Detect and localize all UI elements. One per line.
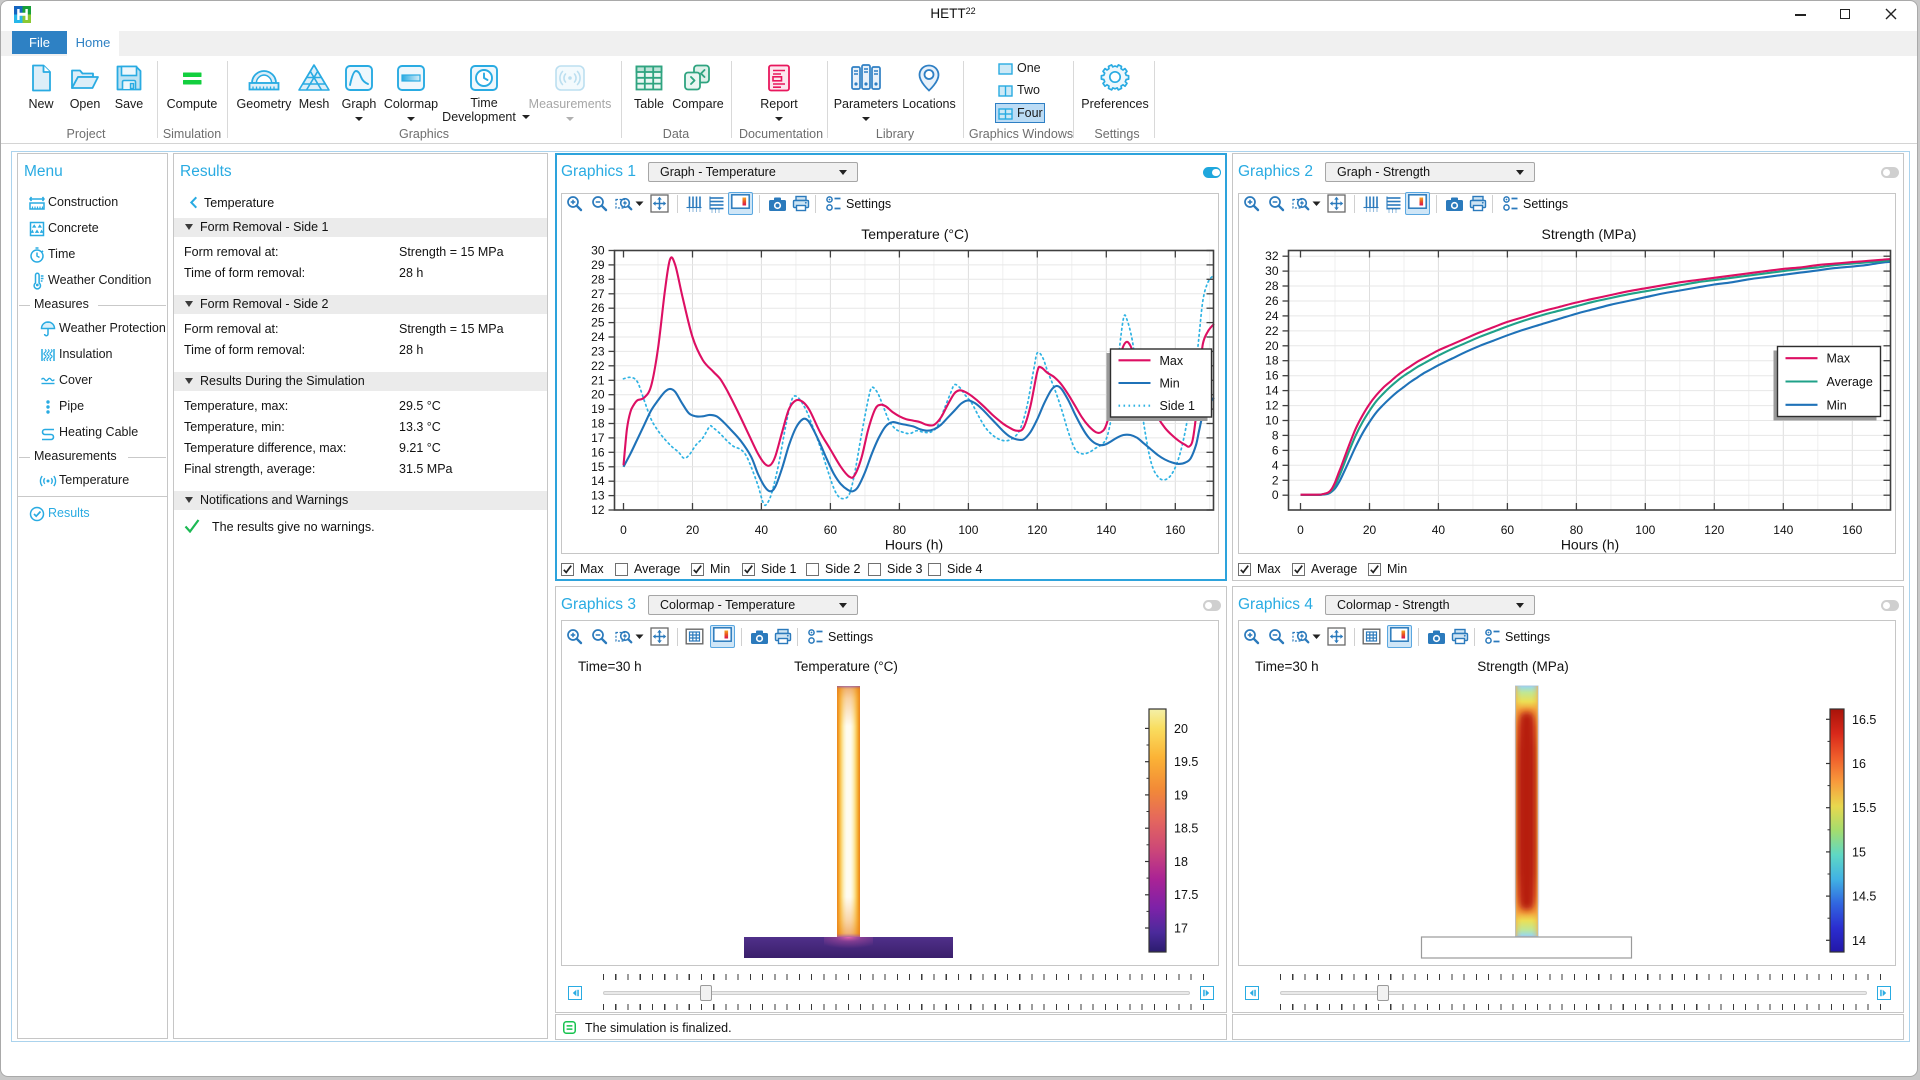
svg-text:60: 60 [1501, 523, 1515, 537]
svg-text:20: 20 [591, 388, 605, 402]
svg-text:18: 18 [591, 417, 605, 431]
svg-text:2: 2 [1272, 473, 1279, 487]
svg-text:4: 4 [1272, 458, 1279, 472]
svg-text:26: 26 [591, 301, 605, 315]
svg-text:100: 100 [958, 523, 978, 537]
svg-text:140: 140 [1773, 523, 1793, 537]
svg-text:Min: Min [1160, 377, 1180, 391]
svg-text:29: 29 [591, 258, 605, 272]
svg-text:14: 14 [1852, 934, 1866, 948]
svg-text:40: 40 [755, 523, 769, 537]
svg-text:17.5: 17.5 [1174, 888, 1198, 902]
svg-text:22: 22 [591, 359, 605, 373]
svg-text:14.5: 14.5 [1852, 890, 1876, 904]
svg-text:32: 32 [1265, 249, 1279, 263]
svg-text:0: 0 [1272, 488, 1279, 502]
svg-text:Max: Max [1160, 354, 1184, 368]
svg-text:24: 24 [1265, 309, 1279, 323]
svg-text:16: 16 [1265, 369, 1279, 383]
svg-text:40: 40 [1432, 523, 1446, 537]
svg-text:18: 18 [1265, 354, 1279, 368]
svg-text:8: 8 [1272, 428, 1279, 442]
svg-text:19.5: 19.5 [1174, 755, 1198, 769]
svg-text:12: 12 [1265, 399, 1279, 413]
svg-text:Max: Max [1827, 352, 1851, 366]
svg-text:23: 23 [591, 344, 605, 358]
svg-text:Strength (MPa): Strength (MPa) [1477, 659, 1569, 674]
svg-text:16: 16 [591, 445, 605, 459]
svg-text:14: 14 [1265, 384, 1279, 398]
svg-text:20: 20 [686, 523, 700, 537]
svg-text:Temperature (°C): Temperature (°C) [861, 226, 969, 242]
svg-text:Average: Average [1827, 375, 1873, 389]
svg-text:18.5: 18.5 [1174, 822, 1198, 836]
svg-text:80: 80 [893, 523, 907, 537]
svg-text:Strength (MPa): Strength (MPa) [1542, 226, 1637, 242]
svg-text:28: 28 [591, 272, 605, 286]
svg-text:0: 0 [620, 523, 627, 537]
svg-text:17: 17 [591, 431, 605, 445]
svg-text:Hours (h): Hours (h) [885, 537, 943, 553]
svg-text:26: 26 [1265, 294, 1279, 308]
svg-text:20: 20 [1363, 523, 1377, 537]
svg-text:Temperature (°C): Temperature (°C) [794, 659, 898, 674]
svg-text:15: 15 [1852, 845, 1866, 859]
svg-text:120: 120 [1704, 523, 1724, 537]
svg-text:13: 13 [591, 489, 605, 503]
svg-text:16.5: 16.5 [1852, 713, 1876, 727]
svg-text:18: 18 [1174, 855, 1188, 869]
svg-text:Time=30 h: Time=30 h [1255, 659, 1319, 674]
svg-text:30: 30 [1265, 264, 1279, 278]
svg-text:28: 28 [1265, 279, 1279, 293]
svg-text:22: 22 [1265, 324, 1279, 338]
svg-text:24: 24 [591, 330, 605, 344]
svg-text:Min: Min [1827, 398, 1847, 412]
svg-text:15.5: 15.5 [1852, 801, 1876, 815]
svg-text:27: 27 [591, 287, 605, 301]
svg-text:20: 20 [1265, 339, 1279, 353]
svg-text:25: 25 [591, 316, 605, 330]
svg-text:14: 14 [591, 474, 605, 488]
svg-text:12: 12 [591, 503, 605, 517]
svg-text:30: 30 [591, 244, 605, 258]
svg-text:16: 16 [1852, 757, 1866, 771]
svg-text:Hours (h): Hours (h) [1561, 537, 1619, 553]
svg-text:6: 6 [1272, 443, 1279, 457]
svg-text:20: 20 [1174, 722, 1188, 736]
svg-text:Time=30 h: Time=30 h [578, 659, 642, 674]
svg-text:Side 1: Side 1 [1160, 399, 1195, 413]
svg-text:21: 21 [591, 373, 605, 387]
svg-text:19: 19 [591, 402, 605, 416]
svg-text:160: 160 [1842, 523, 1862, 537]
svg-text:160: 160 [1165, 523, 1185, 537]
svg-text:100: 100 [1635, 523, 1655, 537]
svg-text:0: 0 [1297, 523, 1304, 537]
svg-text:10: 10 [1265, 414, 1279, 428]
svg-text:19: 19 [1174, 788, 1188, 802]
svg-text:15: 15 [591, 460, 605, 474]
svg-text:60: 60 [824, 523, 838, 537]
svg-text:140: 140 [1096, 523, 1116, 537]
svg-text:17: 17 [1174, 922, 1188, 936]
svg-text:120: 120 [1027, 523, 1047, 537]
svg-text:80: 80 [1570, 523, 1584, 537]
